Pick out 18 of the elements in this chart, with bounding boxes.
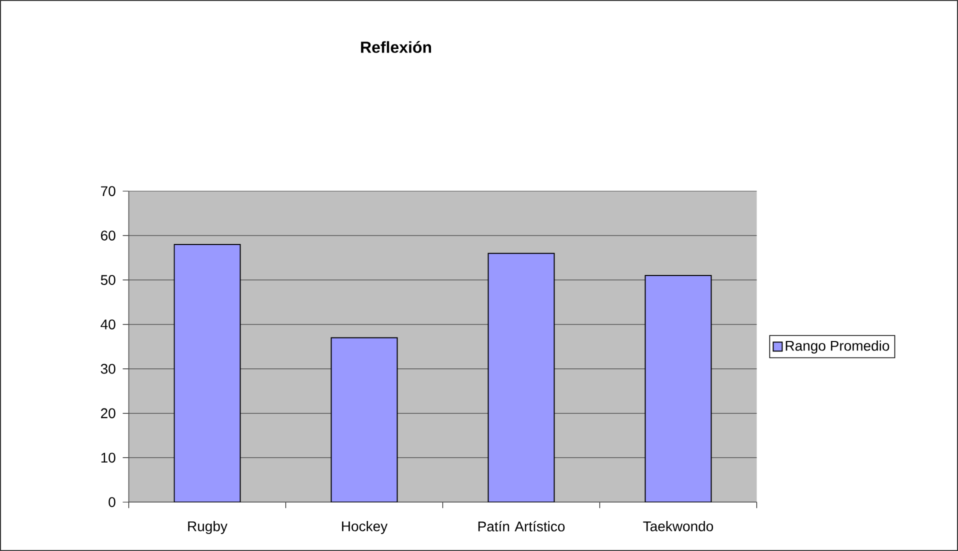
chart-title: Reflexión bbox=[361, 41, 432, 53]
y-tick-label: 30 bbox=[100, 364, 116, 374]
bar bbox=[644, 275, 712, 502]
y-tick-label: 40 bbox=[100, 319, 116, 330]
y-tick-label: 20 bbox=[101, 408, 116, 418]
x-tick-label: Taekwondo bbox=[643, 520, 714, 532]
bar bbox=[488, 252, 555, 502]
legend-label: Rango Promedio bbox=[786, 340, 890, 354]
x-tick-label: Patín Artístico bbox=[478, 520, 565, 532]
bar bbox=[330, 337, 398, 502]
y-tick-label: 50 bbox=[100, 275, 116, 285]
y-tick-label: 10 bbox=[101, 452, 116, 463]
x-tick-label: Rugby bbox=[188, 520, 228, 534]
y-tick-label: 0 bbox=[108, 497, 116, 508]
bar bbox=[174, 244, 241, 502]
y-tick-label: 70 bbox=[101, 186, 116, 196]
y-tick-label: 60 bbox=[101, 230, 116, 241]
x-tick-label: Hockey bbox=[342, 520, 388, 534]
